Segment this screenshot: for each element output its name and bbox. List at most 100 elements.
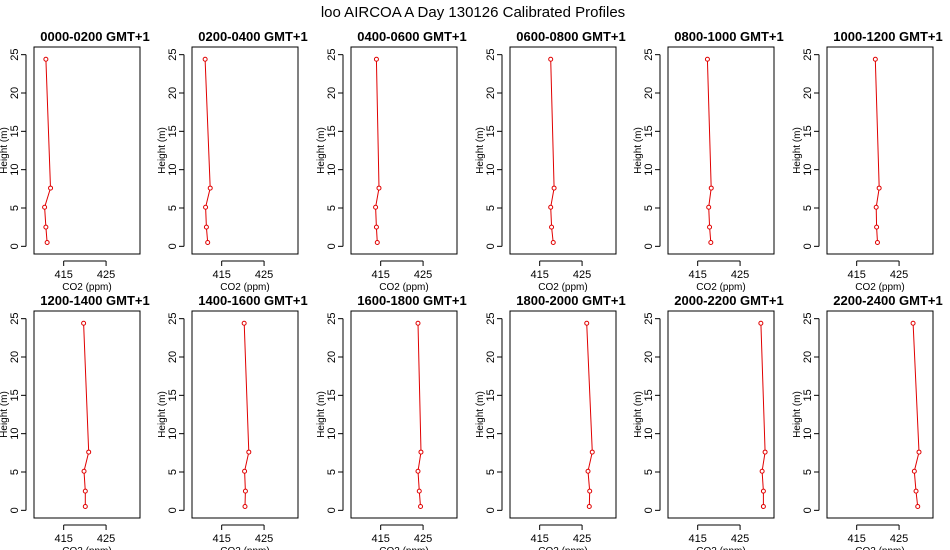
data-point — [550, 240, 556, 245]
panel-title: 0800-1000 GMT+1 — [674, 29, 783, 44]
panel-title: 1000-1200 GMT+1 — [833, 29, 942, 44]
x-tick-label: 415 — [372, 269, 390, 281]
x-tick-label: 425 — [890, 269, 908, 281]
data-point — [589, 449, 595, 455]
profile-line — [586, 323, 593, 507]
data-point — [708, 240, 714, 245]
data-point — [241, 320, 247, 326]
data-point — [207, 185, 213, 191]
data-point — [704, 56, 710, 62]
x-axis-label: CO2 (ppm) — [538, 282, 587, 293]
data-point — [86, 449, 92, 455]
x-tick-label: 415 — [689, 269, 707, 281]
y-tick-label: 5 — [9, 469, 21, 475]
profile-line — [706, 59, 712, 243]
data-point — [760, 504, 766, 509]
x-tick-label: 425 — [573, 533, 591, 545]
panel-title: 1200-1400 GMT+1 — [40, 293, 149, 308]
y-tick-label: 20 — [802, 351, 814, 363]
y-axis-label: Height (m) — [792, 127, 803, 174]
y-tick-label: 10 — [485, 428, 497, 440]
x-axis-label: CO2 (ppm) — [220, 546, 269, 550]
y-tick-label: 10 — [167, 164, 179, 176]
panel-grid: 0000-0200 GMT+1 0 5 10 15 20 25 Height (m) 415 42… — [0, 29, 943, 550]
y-tick-label: 5 — [643, 469, 655, 475]
y-axis-label: Height (m) — [157, 391, 168, 438]
y-tick-label: 10 — [485, 164, 497, 176]
panel: 1800-2000 GMT+1 0 5 10 15 20 25 Height (m) 415 42… — [475, 293, 626, 550]
plot-frame — [509, 310, 617, 519]
profile-line — [760, 323, 766, 507]
y-tick-label: 20 — [643, 351, 655, 363]
data-point — [82, 488, 88, 494]
data-point — [242, 504, 248, 509]
y-axis-label: Height (m) — [0, 127, 10, 174]
y-tick-label: 20 — [326, 87, 338, 99]
y-tick-label: 10 — [167, 428, 179, 440]
y-tick-label: 0 — [167, 507, 179, 513]
y-axis-label: Height (m) — [633, 391, 644, 438]
x-tick-label: 425 — [414, 269, 432, 281]
y-tick-label: 5 — [802, 469, 814, 475]
data-point — [202, 56, 208, 62]
profile-line — [204, 59, 211, 243]
y-tick-label: 0 — [9, 507, 21, 513]
data-point — [203, 204, 209, 210]
y-tick-label: 0 — [643, 507, 655, 513]
data-point — [911, 468, 917, 474]
x-tick-label: 415 — [213, 533, 231, 545]
y-axis-label: Height (m) — [633, 127, 644, 174]
y-tick-label: 10 — [9, 164, 21, 176]
plot-frame — [509, 46, 617, 255]
profile-line — [417, 323, 422, 507]
plot-frame — [667, 46, 775, 255]
y-tick-label: 10 — [643, 428, 655, 440]
data-point — [242, 488, 248, 494]
x-tick-label: 415 — [55, 269, 73, 281]
data-point — [48, 185, 54, 191]
y-tick-label: 20 — [167, 351, 179, 363]
y-axis-label: Height (m) — [792, 391, 803, 438]
panel: 1000-1200 GMT+1 0 5 10 15 20 25 Height (m) 415 42… — [792, 29, 943, 293]
panel-title: 1600-1800 GMT+1 — [357, 293, 466, 308]
data-point — [81, 468, 87, 474]
data-point — [373, 204, 379, 210]
y-tick-label: 5 — [485, 205, 497, 211]
x-tick-label: 425 — [97, 533, 115, 545]
y-tick-label: 25 — [802, 49, 814, 61]
data-point — [708, 185, 714, 191]
data-point — [548, 204, 554, 210]
data-point — [915, 504, 921, 509]
y-tick-label: 20 — [9, 351, 21, 363]
data-point — [374, 240, 380, 245]
y-tick-label: 0 — [643, 243, 655, 249]
panel-title: 1400-1600 GMT+1 — [198, 293, 307, 308]
y-tick-label: 20 — [9, 87, 21, 99]
y-tick-label: 15 — [643, 125, 655, 137]
y-tick-label: 5 — [643, 205, 655, 211]
data-point — [418, 449, 424, 455]
y-axis-label: Height (m) — [316, 127, 327, 174]
y-tick-label: 20 — [485, 87, 497, 99]
data-point — [203, 224, 209, 230]
panel: 0600-0800 GMT+1 0 5 10 15 20 25 Height (m) 415 42… — [475, 29, 626, 293]
y-tick-label: 25 — [485, 49, 497, 61]
y-axis-label: Height (m) — [475, 391, 486, 438]
x-tick-label: 415 — [531, 269, 549, 281]
x-axis-label: CO2 (ppm) — [696, 546, 745, 550]
plot-frame — [191, 310, 299, 519]
x-tick-label: 415 — [848, 533, 866, 545]
y-tick-label: 0 — [485, 507, 497, 513]
profile-line — [83, 323, 90, 507]
data-point — [874, 224, 880, 230]
x-tick-label: 415 — [689, 533, 707, 545]
y-tick-label: 15 — [643, 389, 655, 401]
x-axis-label: CO2 (ppm) — [855, 282, 904, 293]
plot-frame — [33, 46, 141, 255]
data-point — [876, 185, 882, 191]
panel-title: 0200-0400 GMT+1 — [198, 29, 307, 44]
panel: 2000-2200 GMT+1 0 5 10 15 20 25 Height (m) 415 42… — [633, 293, 784, 550]
data-point — [584, 320, 590, 326]
y-tick-label: 25 — [326, 313, 338, 325]
data-point — [82, 504, 88, 509]
